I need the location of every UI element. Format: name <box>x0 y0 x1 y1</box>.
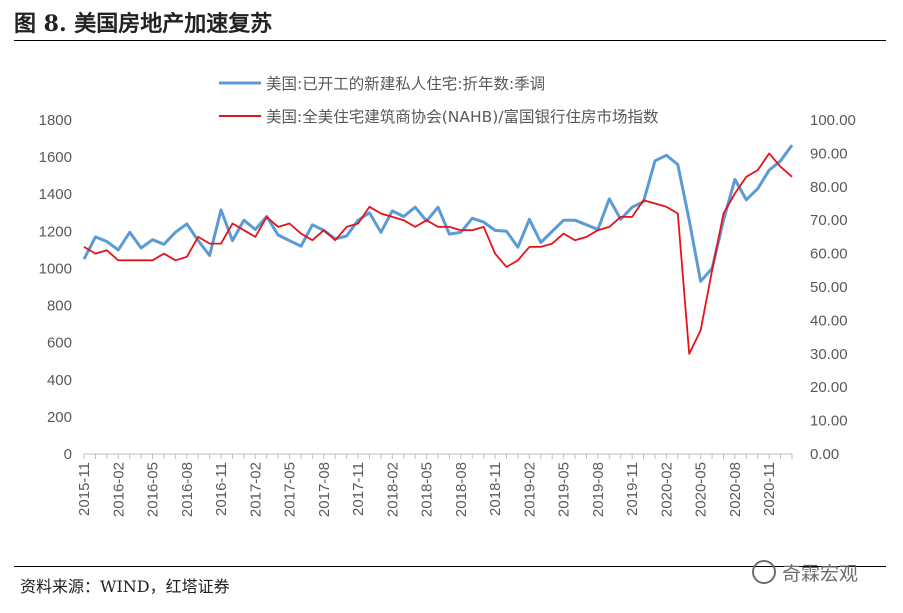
x-tick-label: 2018-11 <box>487 462 504 516</box>
x-tick-label: 2017-05 <box>282 462 299 517</box>
y-right-tick-label: 40.00 <box>810 312 848 329</box>
y-left-tick-label: 0 <box>64 446 72 463</box>
watermark-text: 奇霖宏观 <box>782 563 859 585</box>
legend-label-housing-starts: 美国:已开工的新建私人住宅:折年数:季调 <box>266 75 545 93</box>
x-tick-label: 2015-11 <box>76 462 93 516</box>
y-right-tick-label: 50.00 <box>810 279 848 296</box>
y-right-tick-label: 0.00 <box>810 446 839 463</box>
wechat-logo-icon <box>752 560 776 584</box>
x-tick-label: 2020-08 <box>727 462 744 517</box>
y-left-tick-label: 200 <box>47 409 72 426</box>
x-tick-label: 2016-11 <box>213 462 230 516</box>
x-tick-label: 2020-02 <box>658 462 675 517</box>
x-tick-label: 2019-08 <box>590 462 607 517</box>
y-left-tick-label: 1800 <box>39 112 72 129</box>
y-left-tick-label: 600 <box>47 335 72 352</box>
y-right-tick-label: 10.00 <box>810 413 848 430</box>
y-left-tick-label: 800 <box>47 298 72 315</box>
x-tick-label: 2018-08 <box>453 462 470 517</box>
y-left-tick-label: 1200 <box>39 223 72 240</box>
watermark: 奇霖宏观 <box>752 559 858 586</box>
y-right-tick-label: 80.00 <box>810 179 848 196</box>
y-right-tick-label: 100.00 <box>810 112 856 129</box>
y-right-tick-label: 20.00 <box>810 379 848 396</box>
x-tick-label: 2016-05 <box>145 462 162 517</box>
x-tick-label: 2017-11 <box>350 462 367 516</box>
series-line-housing-starts <box>82 144 794 283</box>
x-tick-label: 2020-05 <box>693 462 710 517</box>
x-tick-label: 2017-08 <box>316 462 333 517</box>
y-left-tick-label: 400 <box>47 372 72 389</box>
legend-label-nahb-index: 美国:全美住宅建筑商协会(NAHB)/富国银行住房市场指数 <box>266 108 659 126</box>
y-left-tick-label: 1600 <box>39 149 72 166</box>
x-tick-label: 2016-02 <box>110 462 127 517</box>
y-left-tick-label: 1000 <box>39 260 72 277</box>
series-line-nahb-index <box>83 152 793 355</box>
x-tick-label: 2018-05 <box>419 462 436 517</box>
x-tick-label: 2016-08 <box>179 462 196 517</box>
x-tick-label: 2018-02 <box>384 462 401 517</box>
x-tick-label: 2019-05 <box>556 462 573 517</box>
x-tick-label: 2019-11 <box>624 462 641 516</box>
y-right-tick-label: 70.00 <box>810 212 848 229</box>
page-title: 图 8. 美国房地产加速复苏 <box>14 11 273 37</box>
y-left-tick-label: 1400 <box>39 186 72 203</box>
source-note: 资料来源：WIND，红塔证券 <box>20 577 230 596</box>
y-right-tick-label: 60.00 <box>810 246 848 263</box>
x-tick-label: 2019-02 <box>521 462 538 517</box>
y-right-tick-label: 30.00 <box>810 346 848 363</box>
x-tick-label: 2017-02 <box>247 462 264 517</box>
y-right-tick-label: 90.00 <box>810 145 848 162</box>
x-tick-label: 2020-11 <box>761 462 778 516</box>
title-divider <box>14 40 886 41</box>
source-divider <box>14 566 886 567</box>
